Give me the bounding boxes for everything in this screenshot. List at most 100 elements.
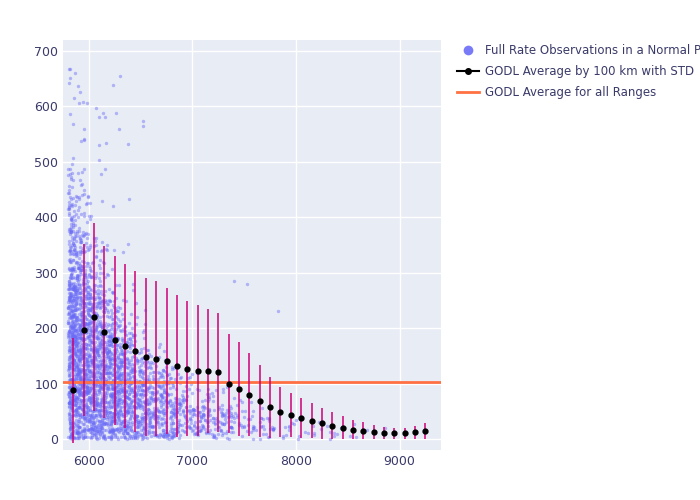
Point <box>71 284 82 292</box>
Point <box>85 346 97 354</box>
Point <box>108 370 120 378</box>
Point <box>90 370 101 378</box>
Point <box>88 370 99 378</box>
Point <box>86 369 97 377</box>
Point <box>158 366 169 374</box>
Point <box>65 215 76 223</box>
Point <box>120 426 131 434</box>
Point <box>113 380 124 388</box>
Point <box>64 418 76 426</box>
Point <box>76 168 88 176</box>
Point <box>111 294 122 302</box>
Point <box>164 434 175 442</box>
Point <box>64 201 75 209</box>
Point <box>83 194 94 202</box>
Point <box>81 383 92 391</box>
Point <box>88 432 99 440</box>
Point <box>98 382 109 390</box>
Point <box>125 366 136 374</box>
Point <box>95 428 106 436</box>
Point <box>74 264 85 272</box>
Point <box>95 170 106 178</box>
Point <box>85 306 96 314</box>
Point <box>118 328 130 336</box>
Point <box>80 271 91 279</box>
Point <box>63 318 74 326</box>
Point <box>158 405 169 413</box>
Point <box>88 332 99 340</box>
Point <box>84 411 95 419</box>
Point <box>379 424 391 432</box>
Point <box>130 298 141 306</box>
Point <box>78 426 90 434</box>
Point <box>125 398 136 406</box>
Point <box>200 429 211 437</box>
Point <box>175 373 186 381</box>
Point <box>71 258 83 266</box>
Point <box>64 394 76 402</box>
Point <box>174 402 186 410</box>
Point <box>69 311 80 319</box>
Point <box>117 368 128 376</box>
Point <box>89 354 100 362</box>
Point <box>79 354 90 362</box>
Point <box>89 366 100 374</box>
Point <box>132 420 144 428</box>
Point <box>148 390 159 398</box>
Point <box>139 416 150 424</box>
Point <box>236 432 247 440</box>
Point <box>78 362 90 370</box>
Point <box>64 78 75 86</box>
Point <box>86 396 97 404</box>
Point <box>246 428 257 436</box>
Point <box>92 428 103 436</box>
Point <box>69 207 80 215</box>
Point <box>74 379 85 387</box>
Point <box>71 374 82 382</box>
Point <box>75 428 86 436</box>
Point <box>129 388 140 396</box>
Point <box>138 414 149 422</box>
Point <box>104 369 115 377</box>
Point <box>113 386 124 394</box>
Point <box>127 341 138 349</box>
Point <box>71 316 82 324</box>
Point <box>74 284 85 292</box>
Point <box>99 348 110 356</box>
Point <box>101 402 112 410</box>
Point <box>164 432 176 440</box>
Point <box>149 412 160 420</box>
Point <box>102 270 113 278</box>
Point <box>150 395 161 403</box>
Point <box>90 392 101 400</box>
Point <box>85 286 97 294</box>
Point <box>117 386 128 394</box>
Point <box>151 389 162 397</box>
Point <box>160 402 172 410</box>
Point <box>216 410 228 418</box>
Point <box>107 392 118 400</box>
Point <box>139 306 150 314</box>
Point <box>129 340 140 348</box>
Point <box>79 318 90 326</box>
Point <box>77 264 88 272</box>
Point <box>80 294 92 302</box>
Point <box>269 424 280 432</box>
Point <box>78 407 89 415</box>
Point <box>136 354 148 362</box>
Point <box>102 300 113 308</box>
Point <box>92 340 104 348</box>
Point <box>169 394 180 402</box>
Point <box>80 350 92 358</box>
Point <box>75 316 86 324</box>
Point <box>195 414 206 422</box>
Point <box>122 364 134 372</box>
Point <box>70 350 81 358</box>
Point <box>127 364 138 372</box>
Point <box>84 356 95 364</box>
Point <box>63 204 74 212</box>
Point <box>148 428 159 436</box>
Point <box>68 432 79 440</box>
Point <box>79 416 90 424</box>
Point <box>103 270 114 278</box>
